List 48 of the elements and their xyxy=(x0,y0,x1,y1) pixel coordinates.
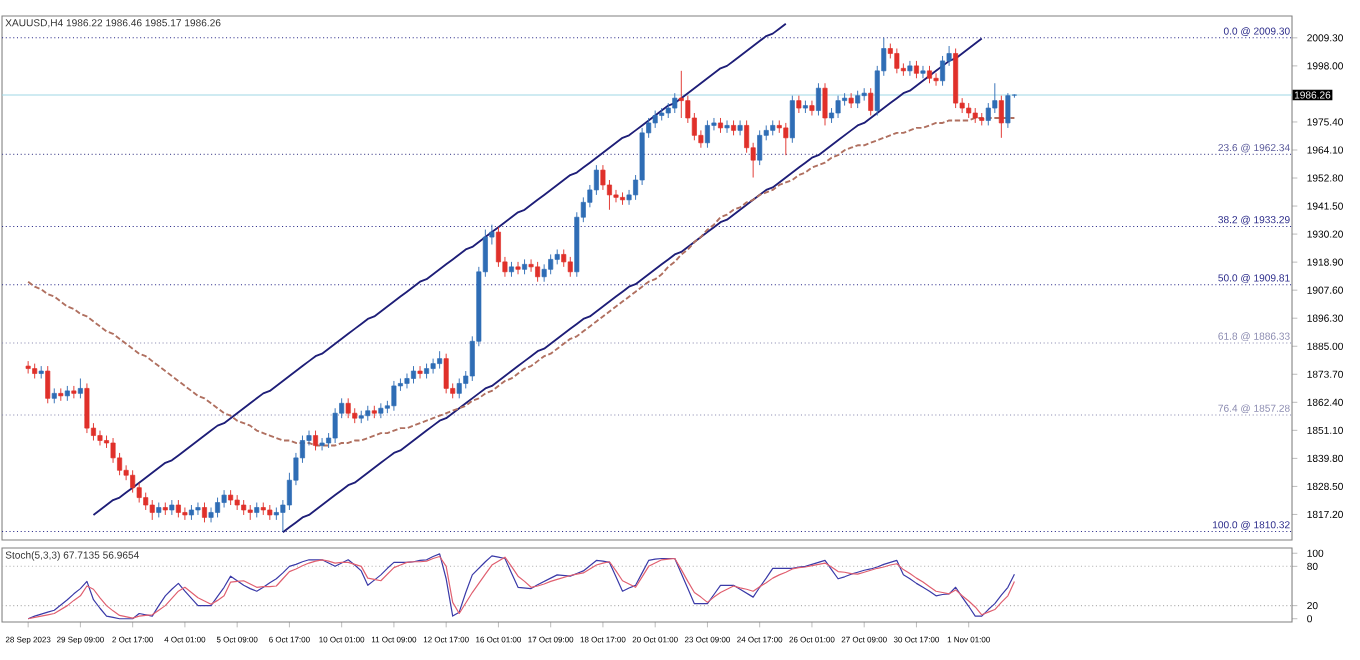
candlestick xyxy=(920,65,926,79)
candlestick xyxy=(998,95,1004,139)
candlestick xyxy=(430,358,436,374)
candlestick xyxy=(345,397,351,419)
candlestick xyxy=(443,353,449,394)
candlestick xyxy=(182,507,188,521)
candlestick xyxy=(809,100,815,116)
candlestick xyxy=(71,385,77,399)
candlestick xyxy=(848,92,854,109)
candlestick xyxy=(202,502,207,523)
candlestick xyxy=(933,72,939,87)
candlestick xyxy=(678,70,684,119)
candlestick xyxy=(456,378,462,399)
candlestick xyxy=(378,402,384,419)
candlestick xyxy=(789,95,795,144)
candlestick xyxy=(757,129,763,166)
candlestick xyxy=(77,378,83,399)
candlestick xyxy=(796,95,802,114)
candlestick xyxy=(195,502,201,516)
candlestick xyxy=(25,360,31,374)
candlestick xyxy=(724,119,730,134)
candlestick xyxy=(567,256,573,278)
candlestick xyxy=(835,95,841,119)
candlestick xyxy=(822,82,828,126)
candlestick xyxy=(319,437,325,451)
candlestick xyxy=(515,261,521,275)
candlestick xyxy=(744,119,750,154)
candlestick xyxy=(417,365,423,379)
candlestick xyxy=(130,469,136,494)
candlestick xyxy=(704,119,710,149)
candlestick xyxy=(868,87,874,116)
candlestick xyxy=(672,92,678,114)
candlestick xyxy=(215,497,221,518)
candlestick xyxy=(391,380,397,412)
candlestick xyxy=(535,261,541,283)
candlestick xyxy=(404,373,410,389)
candlestick xyxy=(737,119,743,136)
candlestick xyxy=(815,82,821,116)
candlestick xyxy=(907,60,913,77)
candlestick xyxy=(313,430,319,451)
candlestick xyxy=(84,382,90,434)
candlestick xyxy=(45,365,51,404)
candlestick xyxy=(97,430,103,446)
candlestick xyxy=(783,122,789,156)
candlestick xyxy=(149,499,155,521)
candlestick xyxy=(894,48,900,74)
candlestick xyxy=(548,253,554,275)
candlestick xyxy=(1005,92,1011,129)
